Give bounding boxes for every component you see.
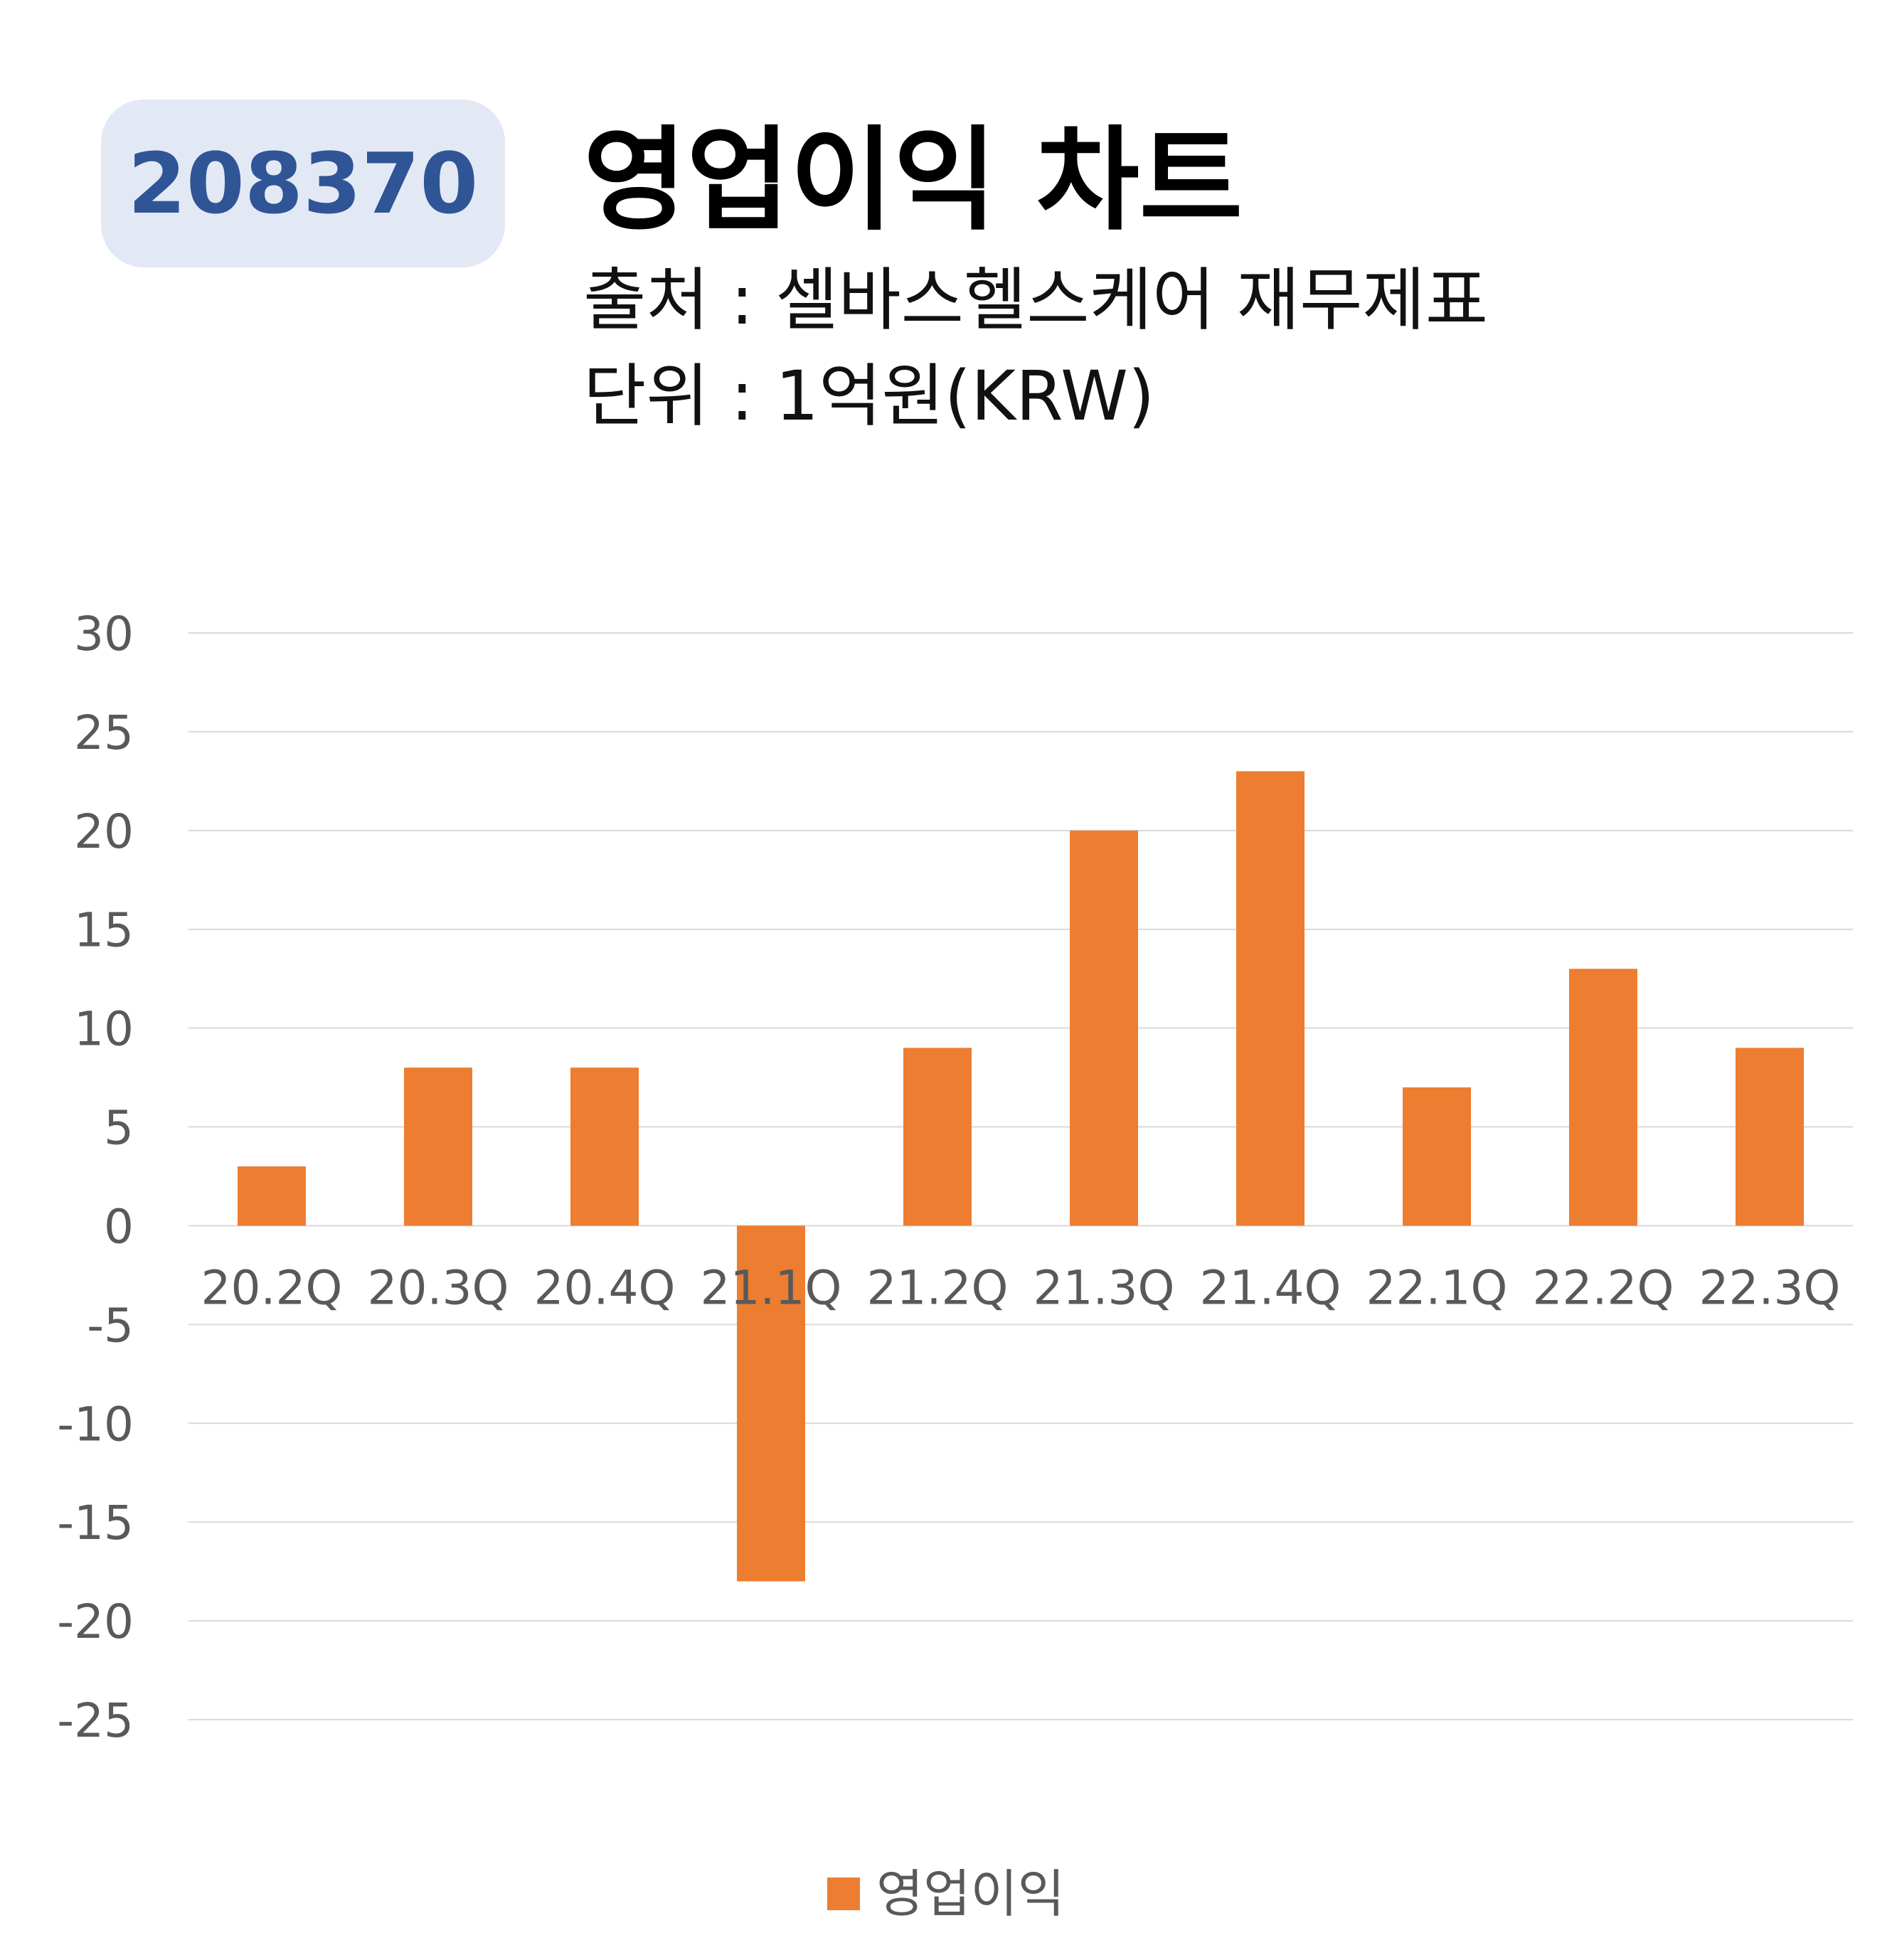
y-tick-label: -10 — [57, 1397, 134, 1452]
bar-20.2Q — [238, 1166, 306, 1226]
x-tick-label: 22.3Q — [1699, 1260, 1841, 1315]
bar-21.1Q — [737, 1225, 805, 1582]
y-tick-label: -20 — [57, 1594, 134, 1649]
x-tick-label: 20.2Q — [201, 1260, 343, 1315]
stock-code: 208370 — [127, 134, 479, 233]
y-tick-label: 0 — [104, 1199, 134, 1254]
x-tick-label: 22.2Q — [1533, 1260, 1674, 1315]
x-tick-label: 20.3Q — [368, 1260, 509, 1315]
y-tick-label: 10 — [74, 1002, 134, 1057]
x-tick-label: 21.2Q — [867, 1260, 1009, 1315]
bar-22.3Q — [1736, 1048, 1804, 1226]
x-tick-label: 21.3Q — [1033, 1260, 1175, 1315]
y-axis: 30 25 20 15 10 5 0 -5 -10 -15 -20 -25 — [57, 607, 134, 1748]
x-tick-label: 20.4Q — [534, 1260, 676, 1315]
x-tick-label: 21.1Q — [701, 1260, 842, 1315]
legend-swatch — [827, 1878, 860, 1910]
bar-22.1Q — [1403, 1087, 1471, 1226]
chart-header: 208370 영업이익 차트 출처 : 셀바스헬스케어 재무제표 단위 : 1억… — [0, 0, 1897, 498]
y-tick-label: -15 — [57, 1496, 134, 1550]
y-tick-label: 20 — [74, 804, 134, 859]
legend-label: 영업이익 — [876, 1864, 1065, 1924]
y-tick-label: 30 — [74, 607, 134, 661]
stock-code-badge: 208370 — [101, 100, 505, 267]
source-label: 출처 : 셀바스헬스케어 재무제표 — [583, 260, 1489, 340]
bar-20.3Q — [404, 1067, 472, 1226]
legend: 영업이익 — [827, 1864, 1065, 1924]
x-tick-label: 22.1Q — [1366, 1260, 1508, 1315]
bar-20.4Q — [570, 1067, 639, 1226]
x-tick-label: 21.4Q — [1200, 1260, 1341, 1315]
bars — [238, 771, 1804, 1582]
y-tick-label: 5 — [104, 1101, 134, 1156]
y-tick-label: 15 — [74, 903, 134, 958]
bar-21.2Q — [903, 1048, 972, 1226]
unit-label: 단위 : 1억원(KRW) — [583, 356, 1155, 436]
y-tick-label: -25 — [57, 1693, 134, 1748]
bar-21.4Q — [1236, 771, 1304, 1226]
chart-title: 영업이익 차트 — [583, 115, 1243, 246]
bar-22.2Q — [1569, 969, 1637, 1226]
y-tick-label: 25 — [74, 705, 134, 760]
y-tick-label: -5 — [87, 1298, 134, 1353]
bar-21.3Q — [1070, 830, 1138, 1226]
x-axis: 20.2Q 20.3Q 20.4Q 21.1Q 21.2Q 21.3Q 21.4Q 22.1Q… — [201, 1260, 1841, 1315]
